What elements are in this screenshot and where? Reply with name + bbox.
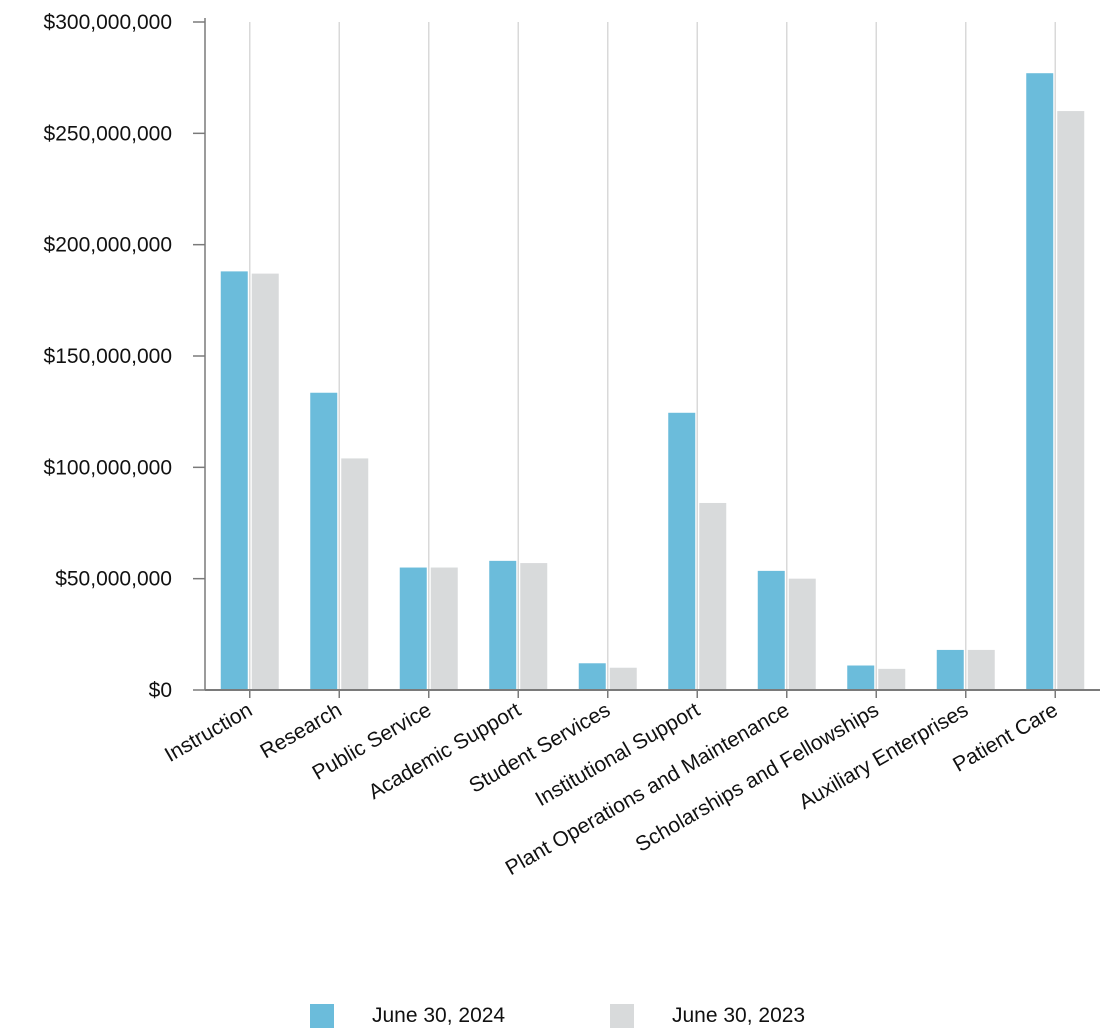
bar-auxiliary-enterprises-june-30-2023 [967,649,995,690]
bar-public-service-june-30-2024 [399,567,427,690]
y-tick-label: $250,000,000 [44,122,172,145]
bar-academic-support-june-30-2023 [520,563,548,690]
bars [220,73,1085,691]
y-tick-label: $150,000,000 [44,345,172,368]
legend-label-2023: June 30, 2023 [672,1004,806,1027]
legend-swatch-2024 [310,1004,334,1028]
bar-patient-care-june-30-2023 [1057,111,1085,691]
bar-scholarships-and-fellowships-june-30-2024 [847,665,875,690]
y-tick-label: $50,000,000 [55,568,172,591]
bar-public-service-june-30-2023 [430,567,458,690]
bar-patient-care-june-30-2024 [1026,73,1054,691]
legend-item-2024: June 30, 2024 [310,1004,505,1028]
x-tick-label-academic-support: Academic Support [365,698,525,804]
bar-institutional-support-june-30-2023 [699,502,727,690]
legend-label-2024: June 30, 2024 [372,1004,506,1027]
bar-auxiliary-enterprises-june-30-2024 [936,649,964,690]
y-tick-label: $200,000,000 [44,234,172,257]
x-tick-label-instruction: Instruction [161,698,256,766]
bar-instruction-june-30-2024 [220,271,248,690]
bar-plant-operations-and-maintenance-june-30-2023 [788,578,816,690]
grid-lines [249,22,1056,690]
bar-research-june-30-2024 [310,392,338,690]
legend: June 30, 2024 June 30, 2023 [0,1000,1100,1034]
y-axis-tick-labels: $0 $50,000,000 $100,000,000 $150,000,000 $20… [44,11,172,702]
y-tick-label: $100,000,000 [44,456,172,479]
bar-student-services-june-30-2023 [609,667,637,690]
y-tick-label: $0 [149,679,172,702]
bar-scholarships-and-fellowships-june-30-2023 [878,668,906,690]
bar-plant-operations-and-maintenance-june-30-2024 [757,570,785,690]
bar-chart: $0 $50,000,000 $100,000,000 $150,000,000 $20… [44,11,1100,880]
legend-item-2023: June 30, 2023 [610,1004,805,1028]
y-tick-label: $300,000,000 [44,11,172,34]
bar-academic-support-june-30-2024 [489,560,517,690]
bar-student-services-june-30-2024 [578,663,606,690]
legend-swatch-2023 [610,1004,634,1028]
x-tick-label-auxiliary-enterprises: Auxiliary Enterprises [795,698,972,814]
bar-research-june-30-2023 [341,458,369,690]
bar-institutional-support-june-30-2024 [668,412,696,690]
axes [193,18,1100,698]
bar-instruction-june-30-2023 [251,273,279,690]
